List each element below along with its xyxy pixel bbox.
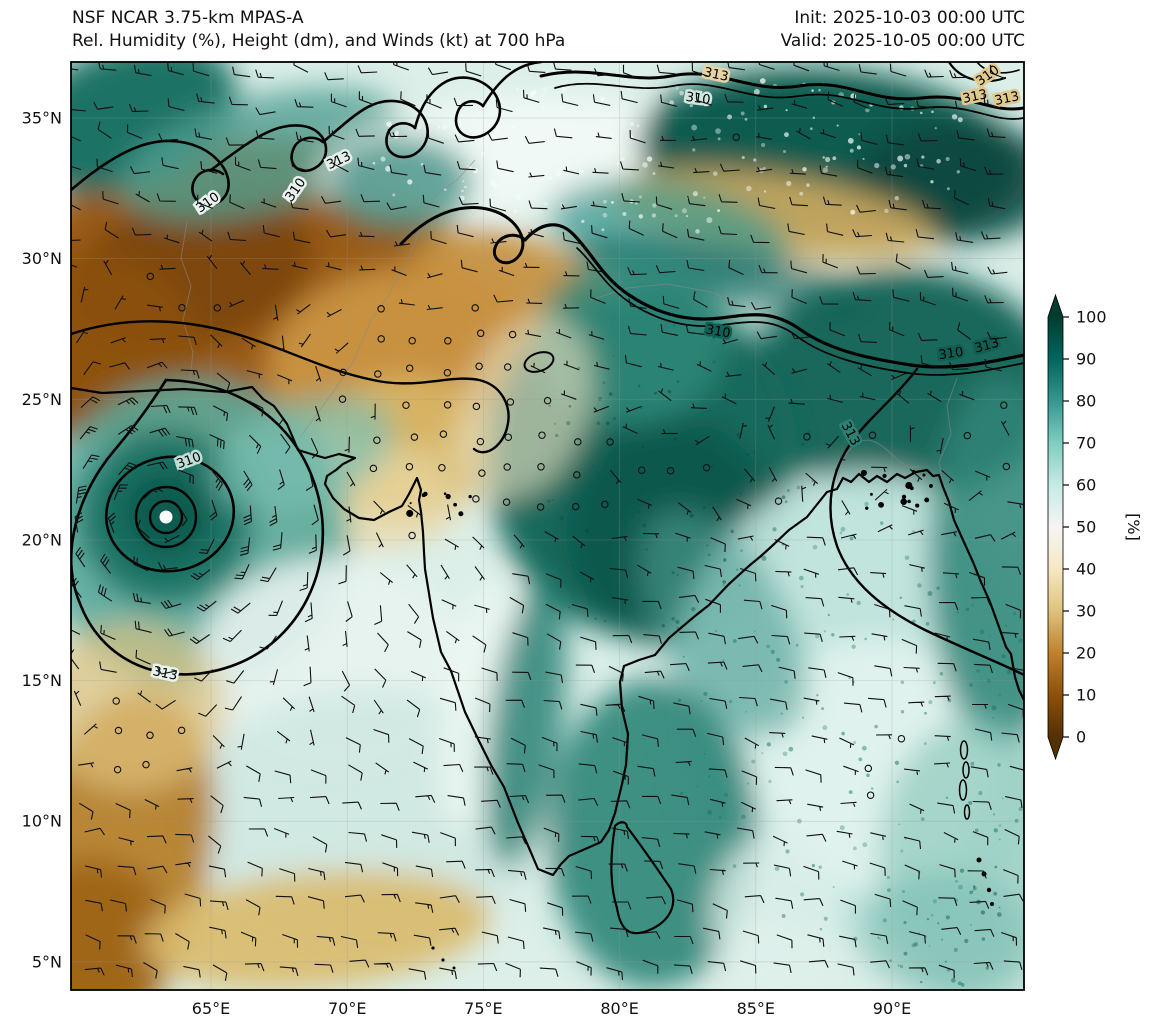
coastlines (71, 385, 1024, 935)
x-tick-label: 75°E (464, 999, 502, 1018)
colorbar-tick-label: 0 (1076, 728, 1086, 747)
colorbar-tick-label: 10 (1076, 686, 1096, 705)
colorbar-tick-label: 90 (1076, 350, 1096, 369)
colorbar-tick-label: 70 (1076, 434, 1096, 453)
colorbar-tick-label: 50 (1076, 518, 1096, 537)
y-tick-label: 15°N (22, 671, 62, 690)
x-tick-label: 70°E (328, 999, 366, 1018)
colorbar-tick-label: 20 (1076, 644, 1096, 663)
colorbar: 0 10 20 30 40 50 60 70 80 90 100 [%] (1047, 293, 1143, 761)
island-dots (406, 469, 994, 970)
x-tick-label: 90°E (873, 999, 911, 1018)
svg-text:310: 310 (938, 345, 965, 363)
colorbar-tick-label: 60 (1076, 476, 1096, 495)
valid-time-label: Valid: 2025-10-05 00:00 UTC (780, 31, 1025, 51)
y-tick-label: 10°N (22, 812, 62, 831)
y-tick-label: 5°N (32, 952, 62, 971)
y-tick-label: 35°N (22, 109, 62, 128)
colorbar-unit-label: [%] (1124, 513, 1143, 541)
colorbar-tick-label: 80 (1076, 392, 1096, 411)
colorbar-tick-label: 30 (1076, 602, 1096, 621)
colorbar-tick-label: 40 (1076, 560, 1096, 579)
x-tick-label: 85°E (737, 999, 775, 1018)
x-tick-label: 65°E (192, 999, 230, 1018)
graticule (71, 62, 1024, 990)
colorbar-tick-label: 100 (1076, 308, 1107, 327)
y-tick-label: 25°N (22, 390, 62, 409)
map-frame (70, 61, 1025, 991)
axis-labels: 65°E 70°E 75°E 80°E 85°E 90°E 35°N 30°N 25°N 20°N… (22, 109, 912, 1019)
wind-barbs (71, 62, 1024, 981)
field-title: Rel. Humidity (%), Height (dm), and Wind… (72, 31, 566, 51)
y-tick-label: 30°N (22, 249, 62, 268)
humidity-field (71, 62, 1024, 990)
x-tick-label: 80°E (600, 999, 638, 1018)
model-title: NSF NCAR 3.75-km MPAS-A (72, 8, 304, 28)
y-tick-label: 20°N (22, 530, 62, 549)
height-contours (71, 62, 1024, 677)
init-time-label: Init: 2025-10-03 00:00 UTC (794, 8, 1025, 28)
svg-text:310: 310 (685, 90, 712, 108)
field-speckles (372, 75, 1024, 987)
